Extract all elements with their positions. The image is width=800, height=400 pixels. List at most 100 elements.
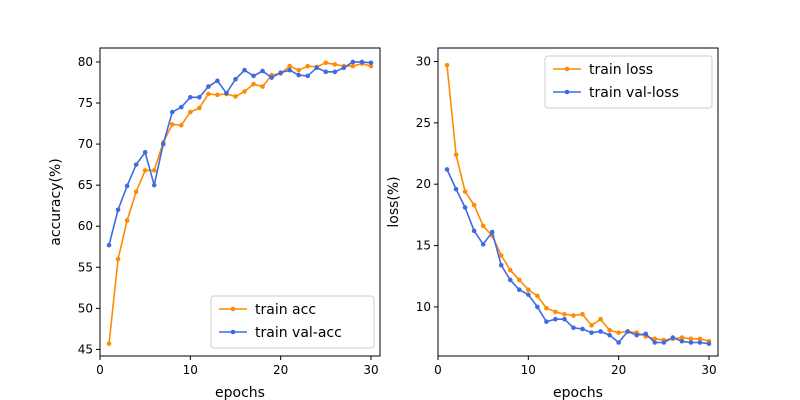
- data-point: [368, 60, 374, 66]
- data-point: [368, 63, 374, 69]
- data-point: [544, 305, 549, 311]
- data-point: [498, 262, 504, 268]
- y-tick-label: 60: [78, 219, 93, 233]
- chart-panel-1: 0 10 20 30 45 50 55 60 65 70 75 80 epochs accuracy(%)…: [48, 47, 381, 400]
- data-point: [305, 63, 311, 69]
- data-point: [643, 331, 649, 337]
- series-line-2: [446, 169, 710, 345]
- data-point: [507, 277, 513, 283]
- data-point: [652, 340, 658, 345]
- y-axis-label: loss(%): [386, 176, 402, 227]
- data-point: [553, 309, 558, 315]
- y-tick-label: 55: [78, 260, 93, 274]
- y-axis-label: accuracy(%): [48, 158, 64, 245]
- data-point: [287, 67, 292, 73]
- legend-swatch-marker: [564, 66, 570, 72]
- data-point: [616, 330, 621, 335]
- data-point: [697, 336, 703, 342]
- data-point: [169, 122, 175, 127]
- x-tick-label: 20: [611, 363, 626, 377]
- data-point: [242, 67, 247, 73]
- y-tick-label: 70: [78, 137, 93, 151]
- data-point: [562, 311, 567, 317]
- y-tick-label: 45: [78, 342, 93, 356]
- data-point: [444, 167, 450, 172]
- legend: train loss train val-loss: [544, 55, 713, 109]
- data-point: [260, 84, 265, 89]
- data-point: [453, 186, 459, 192]
- data-point: [133, 189, 139, 195]
- plot-frame: [99, 47, 381, 357]
- data-point: [697, 340, 703, 345]
- data-point: [296, 72, 302, 78]
- legend-label: train acc: [255, 302, 316, 318]
- y-tick-label: 20: [416, 177, 431, 191]
- legend-box: [544, 55, 713, 109]
- data-point: [115, 256, 121, 262]
- data-point: [106, 341, 112, 346]
- data-point: [332, 69, 338, 75]
- y-tick-label: 15: [416, 239, 431, 253]
- legend: train acc train val-acc: [210, 295, 375, 349]
- data-point: [670, 335, 676, 340]
- data-point: [197, 94, 202, 100]
- data-point: [350, 63, 356, 69]
- data-point: [661, 340, 667, 345]
- data-point: [350, 59, 356, 65]
- data-point: [471, 202, 477, 208]
- data-point: [124, 183, 130, 189]
- data-point: [535, 293, 540, 299]
- data-point: [607, 332, 612, 338]
- data-point: [679, 338, 685, 344]
- legend-label: train val-loss: [589, 85, 679, 101]
- data-point: [251, 73, 256, 79]
- data-point: [535, 304, 540, 310]
- data-point: [526, 287, 531, 293]
- data-point: [332, 62, 338, 67]
- x-tick-label: 30: [701, 363, 716, 377]
- data-point: [616, 340, 621, 345]
- data-point: [224, 90, 229, 96]
- x-tick-label: 0: [434, 363, 442, 377]
- data-point: [598, 329, 603, 334]
- data-point: [706, 341, 712, 347]
- plot-frame: [437, 47, 719, 357]
- data-point: [124, 218, 130, 223]
- data-point: [151, 168, 157, 173]
- series-line-2: [108, 61, 372, 246]
- data-point: [571, 313, 576, 318]
- x-tick-label: 0: [96, 363, 104, 377]
- data-point: [242, 89, 247, 94]
- data-point: [589, 330, 594, 335]
- data-point: [233, 76, 238, 82]
- data-point: [652, 336, 658, 342]
- y-tick-label: 80: [78, 55, 93, 69]
- data-point: [634, 332, 640, 338]
- data-point: [453, 152, 459, 158]
- data-point: [526, 292, 531, 297]
- data-point: [480, 223, 486, 229]
- y-tick-label: 75: [78, 96, 93, 110]
- data-point: [507, 267, 513, 273]
- data-point: [688, 340, 694, 345]
- data-point: [516, 277, 522, 283]
- data-point: [598, 316, 603, 322]
- data-point: [580, 326, 585, 332]
- data-point: [516, 287, 522, 293]
- data-point: [278, 70, 283, 75]
- data-point: [160, 141, 166, 147]
- data-point: [305, 73, 311, 79]
- data-point: [106, 242, 112, 248]
- data-point: [480, 242, 486, 247]
- data-point: [215, 78, 220, 84]
- legend-label: train val-acc: [255, 325, 342, 341]
- data-point: [251, 81, 256, 87]
- y-tick-label: 10: [416, 300, 431, 314]
- data-point: [133, 162, 139, 167]
- data-point: [571, 325, 576, 331]
- data-point: [625, 329, 630, 334]
- data-point: [562, 316, 567, 322]
- x-tick-label: 10: [183, 363, 198, 377]
- data-point: [323, 69, 329, 75]
- data-point: [589, 323, 594, 328]
